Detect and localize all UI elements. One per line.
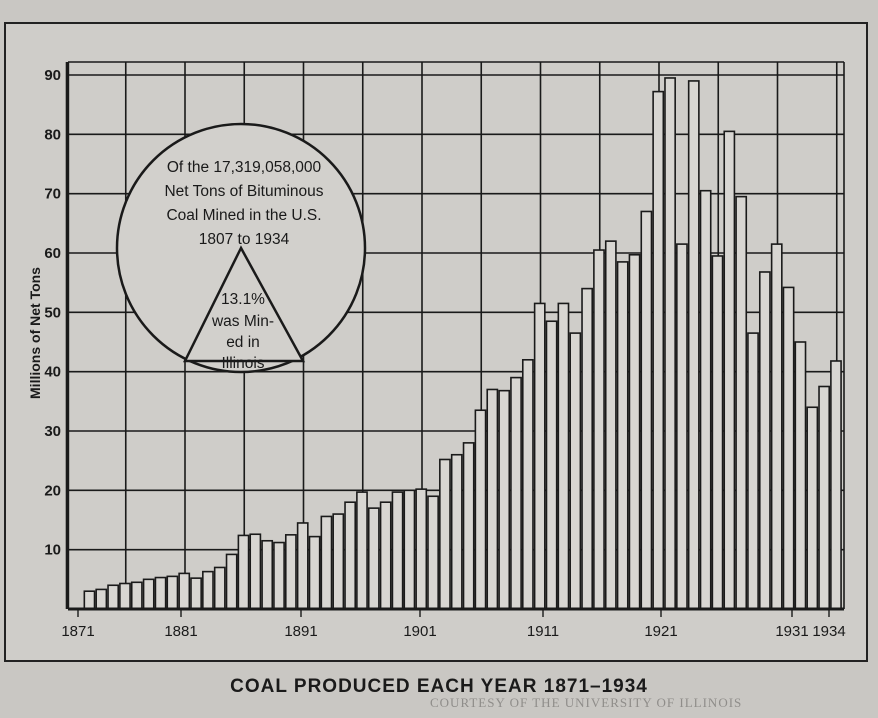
inset-triangle-line4: Illinois [221, 355, 264, 372]
bar [379, 501, 392, 610]
inset-triangle-line1: 13.1% [221, 291, 265, 308]
bar [107, 584, 120, 610]
x-tick-label: 1934 [812, 623, 845, 640]
bar [711, 255, 724, 610]
bar [758, 271, 771, 610]
y-tick-label: 60 [44, 245, 61, 262]
y-tick-label: 50 [44, 304, 61, 321]
bar [806, 406, 819, 610]
x-tick-label: 1911 [527, 623, 559, 640]
bar [119, 582, 131, 610]
bar [569, 332, 582, 610]
inset-triangle-line2: was Min- [211, 313, 274, 330]
footer-line-1: COURTESY OF THE UNIVERSITY OF ILLINOIS [430, 696, 743, 710]
y-axis-label: Millions of Net Tons [27, 267, 43, 399]
x-tick-label: 1891 [284, 623, 317, 640]
y-tick-label: 10 [44, 542, 61, 559]
bar [770, 243, 783, 610]
bar [213, 566, 226, 610]
bar [249, 533, 262, 610]
chart-caption: COAL PRODUCED EACH YEAR 1871–1934 [230, 676, 648, 697]
bar [154, 576, 167, 610]
bar [367, 507, 380, 610]
bar [723, 130, 736, 610]
bar [652, 90, 665, 610]
bar [284, 534, 297, 610]
bar [166, 575, 179, 610]
bar [142, 578, 155, 610]
bar [95, 588, 108, 610]
bar [403, 489, 416, 610]
x-tick-label: 1931 [775, 623, 808, 640]
bar [439, 458, 451, 610]
bar [190, 577, 202, 610]
inset-text-line3: Coal Mined in the U.S. [166, 207, 321, 224]
bar [676, 243, 688, 610]
bar [474, 409, 487, 610]
bar [450, 453, 463, 610]
bar [237, 534, 250, 610]
bar [391, 491, 404, 610]
bar [664, 77, 676, 610]
page-footer-bleed: COURTESY OF THE UNIVERSITY OF ILLINOIS [0, 696, 878, 718]
bar [604, 240, 617, 610]
bar [628, 253, 641, 610]
bar [273, 541, 285, 610]
bar [533, 302, 546, 610]
bar [178, 572, 191, 610]
bar [545, 320, 558, 610]
bar [557, 302, 570, 610]
x-tick-label: 1871 [61, 623, 94, 640]
bar [521, 358, 534, 610]
bar [83, 590, 96, 610]
bar [486, 388, 499, 610]
y-tick-labels: 10 20 30 40 50 60 70 80 90 [44, 67, 61, 559]
bar [344, 501, 357, 610]
inset-text-line2: Net Tons of Bituminous [164, 183, 323, 200]
inset-triangle-line3: ed in [226, 334, 260, 351]
bar [616, 261, 629, 610]
x-tick-label: 1901 [403, 623, 436, 640]
bar [462, 442, 475, 610]
bar [356, 491, 368, 610]
y-tick-label: 40 [44, 364, 61, 381]
inset-triangle [182, 245, 306, 363]
bar [296, 522, 309, 610]
y-tick-label: 80 [44, 126, 61, 143]
bar [818, 385, 831, 610]
bar [830, 360, 842, 610]
y-tick-label: 20 [44, 482, 61, 499]
bar [320, 515, 333, 610]
x-tick-labels: 1871 1881 1891 1901 1911 1921 1931 1934 [61, 609, 846, 640]
bar [593, 249, 605, 610]
bar [782, 286, 795, 610]
y-tick-label: 30 [44, 423, 61, 440]
bar [308, 535, 321, 610]
bar [427, 495, 439, 610]
bar [332, 513, 345, 610]
y-tick-label: 90 [44, 67, 61, 84]
inset-text-line1: Of the 17,319,058,000 [167, 159, 322, 176]
axes [66, 62, 844, 611]
bar [640, 210, 653, 610]
bar [415, 488, 428, 610]
bar [510, 376, 522, 610]
bar [130, 581, 143, 610]
bar [699, 189, 712, 610]
bar [202, 570, 214, 610]
bar [747, 332, 759, 610]
bar [225, 553, 238, 610]
inset-circle-callout: Of the 17,319,058,000 Net Tons of Bitumi… [115, 122, 367, 374]
x-tick-label: 1921 [644, 623, 677, 640]
y-tick-label: 70 [44, 186, 61, 203]
bar [794, 341, 807, 610]
inset-text-line4: 1807 to 1934 [199, 231, 290, 248]
bar [687, 80, 700, 610]
x-tick-label: 1881 [164, 623, 197, 640]
bar [498, 389, 511, 610]
bar [581, 287, 594, 610]
bar [735, 195, 748, 610]
bar [261, 539, 274, 610]
